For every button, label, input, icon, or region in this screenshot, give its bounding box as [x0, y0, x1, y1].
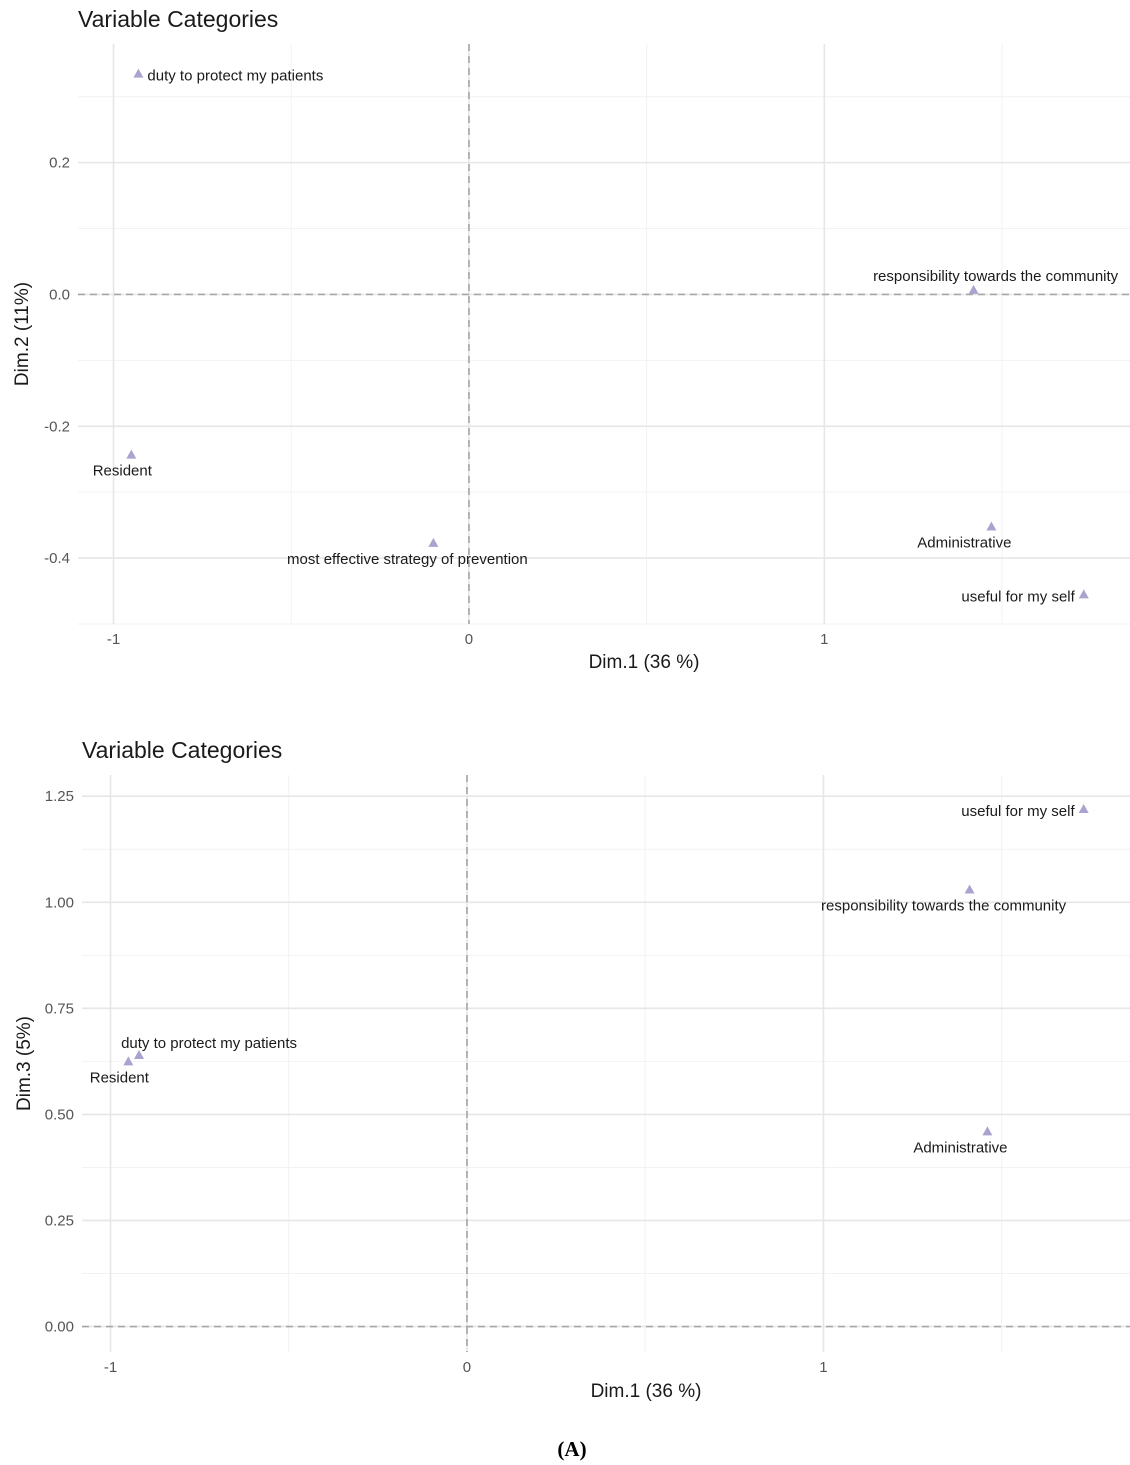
- x-axis-label: Dim.1 (36 %): [589, 652, 700, 673]
- y-tick-label: 1.00: [45, 894, 74, 911]
- x-tick-label: -1: [104, 1359, 117, 1376]
- data-point: [982, 1126, 993, 1136]
- y-tick-label: 0.25: [45, 1212, 74, 1229]
- chart-title: Variable Categories: [78, 6, 278, 32]
- bottom-panel: -1 0 1 0.00 0.25 0.50 0.75 1.00 1.25 Variable Cat…: [14, 737, 1130, 1402]
- y-tick-label: 0.75: [45, 1000, 74, 1017]
- point-label: Resident: [93, 463, 153, 480]
- data-point: [1078, 803, 1089, 813]
- point-label: duty to protect my patients: [121, 1035, 297, 1052]
- x-tick-label: 0: [463, 1359, 471, 1376]
- y-tick-label: 0.0: [49, 286, 70, 303]
- y-axis-label: Dim.3 (5%): [14, 1016, 35, 1111]
- data-point: [123, 1056, 134, 1066]
- data-point: [133, 68, 144, 78]
- y-tick-label: 0.50: [45, 1106, 74, 1123]
- data-point: [964, 884, 975, 894]
- x-tick-label: 0: [465, 631, 473, 648]
- x-tick-label: 1: [820, 631, 828, 648]
- y-tick-label: -0.4: [44, 550, 70, 567]
- point-label: responsibility towards the community: [873, 268, 1119, 285]
- figure-caption: (A): [557, 1437, 586, 1461]
- x-tick-label: 1: [819, 1359, 827, 1376]
- point-label: duty to protect my patients: [147, 68, 323, 85]
- x-axis-label: Dim.1 (36 %): [591, 1381, 702, 1402]
- top-panel: -1 0 1 -0.4 -0.2 0.0 0.2 Variable Categories Dim…: [12, 6, 1130, 673]
- data-point: [1078, 589, 1089, 599]
- data-point: [986, 521, 997, 531]
- point-label: Administrative: [917, 534, 1011, 551]
- data-point: [968, 284, 979, 294]
- data-point: [134, 1050, 145, 1060]
- y-axis-label: Dim.2 (11%): [12, 282, 33, 386]
- data-point: [428, 537, 439, 547]
- x-tick-label: -1: [107, 631, 120, 648]
- y-tick-label: 0.00: [45, 1319, 74, 1336]
- point-label: most effective strategy of prevention: [287, 551, 528, 568]
- data-point: [126, 449, 137, 459]
- chart-title: Variable Categories: [82, 737, 282, 763]
- y-tick-label: 0.2: [49, 155, 70, 172]
- point-label: useful for my self: [961, 588, 1075, 605]
- point-label: responsibility towards the community: [821, 898, 1067, 915]
- y-tick-label: 1.25: [45, 788, 74, 805]
- point-label: useful for my self: [961, 803, 1075, 820]
- point-label: Administrative: [913, 1139, 1007, 1156]
- point-label: Resident: [90, 1069, 150, 1086]
- y-tick-label: -0.2: [44, 418, 70, 435]
